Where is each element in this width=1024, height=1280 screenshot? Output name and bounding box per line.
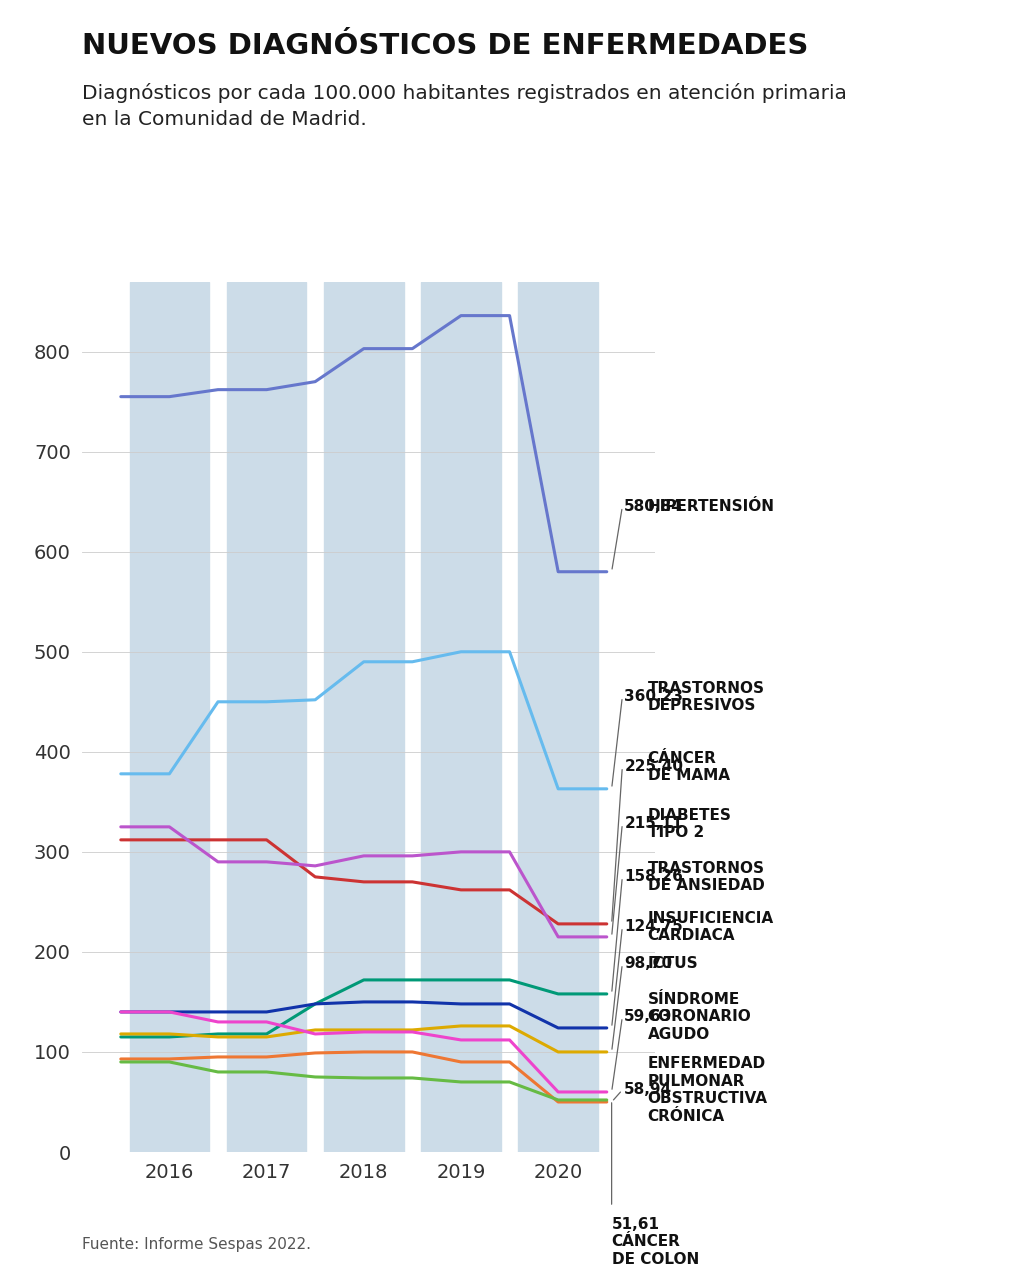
Text: ICTUS: ICTUS	[647, 956, 698, 972]
Text: 225,40: 225,40	[625, 759, 683, 774]
Text: Diagnósticos por cada 100.000 habitantes registrados en atención primaria
en la : Diagnósticos por cada 100.000 habitantes…	[82, 83, 847, 129]
Bar	[130, 282, 209, 1152]
Text: 158,26: 158,26	[625, 869, 683, 884]
Text: CÁNCER
DE MAMA: CÁNCER DE MAMA	[647, 750, 729, 783]
Bar	[518, 282, 598, 1152]
Text: 215,11: 215,11	[625, 817, 683, 831]
Text: 51,61
CÁNCER
DE COLON: 51,61 CÁNCER DE COLON	[611, 1217, 698, 1267]
Text: NUEVOS DIAGNÓSTICOS DE ENFERMEDADES: NUEVOS DIAGNÓSTICOS DE ENFERMEDADES	[82, 32, 808, 60]
Text: Fuente: Informe Sespas 2022.: Fuente: Informe Sespas 2022.	[82, 1236, 311, 1252]
Text: 59,63: 59,63	[625, 1010, 673, 1024]
Text: DIABETES
TIPO 2: DIABETES TIPO 2	[647, 808, 731, 840]
Text: ENFERMEDAD
PULMONAR
OBSTRUCTIVA
CRÓNICA: ENFERMEDAD PULMONAR OBSTRUCTIVA CRÓNICA	[647, 1056, 768, 1124]
Text: INSUFICIENCIA
CARDIACA: INSUFICIENCIA CARDIACA	[647, 910, 774, 943]
Text: HIPERTENSIÓN: HIPERTENSIÓN	[647, 499, 774, 515]
Text: 360,23: 360,23	[625, 690, 683, 704]
Text: 580,84: 580,84	[625, 499, 683, 515]
Bar	[324, 282, 403, 1152]
Text: 124,75: 124,75	[625, 919, 683, 934]
Text: TRASTORNOS
DE ANSIEDAD: TRASTORNOS DE ANSIEDAD	[647, 860, 765, 893]
Bar	[226, 282, 306, 1152]
Text: 98,70: 98,70	[625, 956, 673, 972]
Text: SÍNDROME
CORONARIO
AGUDO: SÍNDROME CORONARIO AGUDO	[647, 992, 752, 1042]
Text: TRASTORNOS
DEPRESIVOS: TRASTORNOS DEPRESIVOS	[647, 681, 765, 713]
Text: 58,94: 58,94	[625, 1083, 673, 1097]
Bar	[421, 282, 501, 1152]
